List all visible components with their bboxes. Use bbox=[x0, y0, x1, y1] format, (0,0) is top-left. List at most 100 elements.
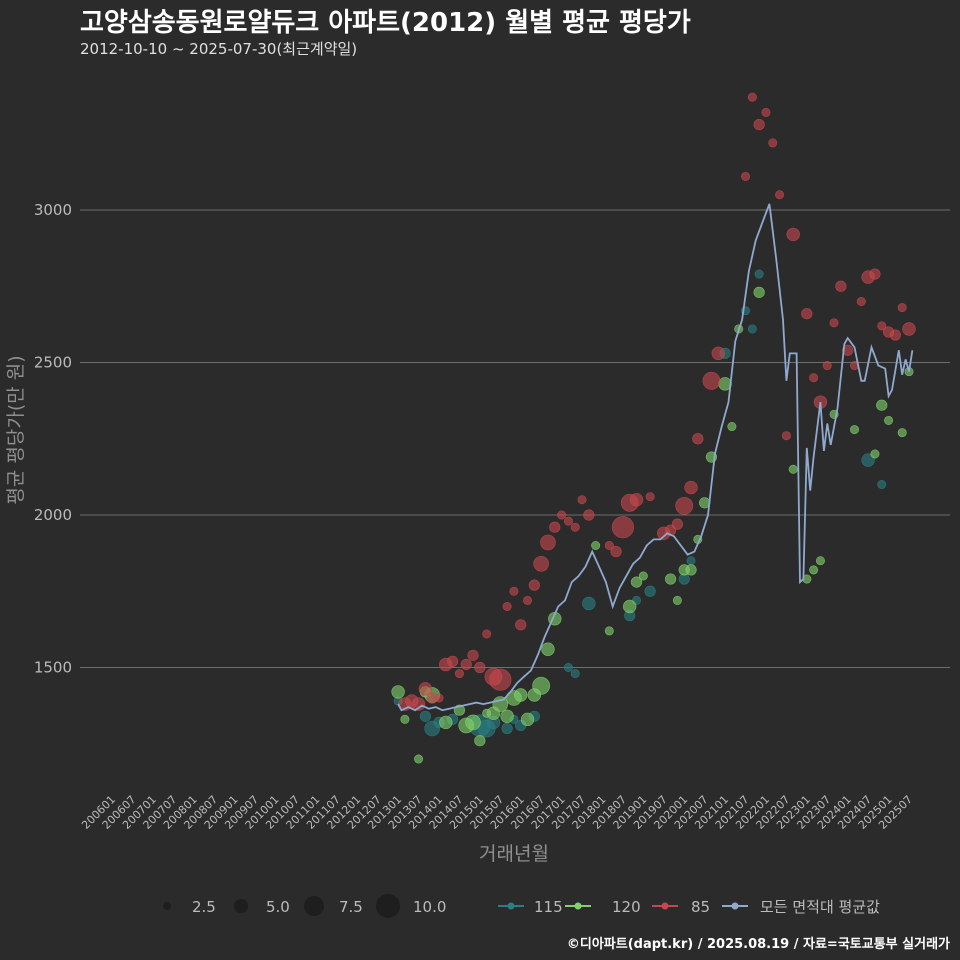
data-point-85 bbox=[869, 268, 881, 280]
data-point-115 bbox=[747, 324, 757, 334]
series-legend-marker bbox=[661, 902, 669, 910]
y-tick-label: 2000 bbox=[34, 506, 72, 524]
size-legend-marker bbox=[163, 902, 171, 910]
data-point-85 bbox=[809, 373, 819, 383]
data-point-85 bbox=[583, 509, 595, 521]
data-point-85 bbox=[711, 346, 725, 361]
data-point-115 bbox=[754, 269, 764, 279]
data-point-85 bbox=[768, 138, 778, 148]
x-axis-ticks: 2006012006072007012007072008012008072009… bbox=[79, 793, 915, 832]
data-point-120 bbox=[500, 709, 514, 723]
data-point-115 bbox=[570, 669, 580, 679]
data-point-120 bbox=[520, 712, 535, 727]
data-point-120 bbox=[638, 571, 648, 581]
data-point-115 bbox=[861, 453, 875, 467]
size-legend-label: 5.0 bbox=[266, 898, 290, 916]
data-point-85 bbox=[502, 601, 512, 611]
data-point-85 bbox=[842, 344, 854, 356]
data-point-85 bbox=[563, 516, 573, 526]
data-point-120 bbox=[727, 422, 737, 432]
data-point-120 bbox=[897, 428, 907, 438]
grid-layer bbox=[80, 209, 950, 668]
data-point-120 bbox=[630, 576, 643, 588]
data-point-85 bbox=[610, 545, 622, 558]
y-axis-title: 평균 평당가(만 원) bbox=[5, 355, 27, 504]
data-point-85 bbox=[533, 555, 549, 572]
data-point-115 bbox=[877, 479, 887, 489]
data-point-85 bbox=[509, 586, 519, 596]
data-point-85 bbox=[902, 322, 916, 336]
size-legend-marker bbox=[304, 896, 324, 916]
data-point-85 bbox=[467, 649, 479, 661]
data-point-85 bbox=[835, 280, 847, 292]
data-point-120 bbox=[753, 286, 765, 298]
data-point-85 bbox=[557, 510, 567, 520]
data-point-85 bbox=[675, 496, 694, 515]
y-tick-label: 1500 bbox=[34, 659, 72, 677]
data-point-120 bbox=[514, 688, 528, 702]
chart-subtitle: 2012-10-10 ~ 2025-07-30(최근계약일) bbox=[80, 40, 358, 58]
data-point-85 bbox=[540, 534, 556, 551]
data-point-85 bbox=[489, 668, 512, 691]
data-point-85 bbox=[897, 303, 907, 313]
size-legend-marker bbox=[234, 899, 248, 913]
y-tick-label: 3000 bbox=[34, 201, 72, 219]
data-point-115 bbox=[563, 662, 573, 672]
data-point-85 bbox=[418, 682, 433, 696]
data-point-85 bbox=[761, 107, 771, 117]
y-tick-label: 2500 bbox=[34, 354, 72, 372]
size-legend-label: 7.5 bbox=[339, 898, 363, 916]
series-legend-label: 120 bbox=[612, 898, 641, 916]
data-point-85 bbox=[741, 171, 751, 181]
data-point-85 bbox=[645, 492, 655, 502]
data-point-120 bbox=[591, 540, 601, 550]
data-point-115 bbox=[686, 556, 696, 566]
data-point-85 bbox=[671, 518, 683, 530]
data-point-85 bbox=[611, 516, 634, 539]
data-point-120 bbox=[664, 573, 677, 585]
data-point-85 bbox=[570, 522, 580, 532]
data-point-120 bbox=[672, 595, 682, 605]
data-point-85 bbox=[747, 92, 757, 102]
data-point-85 bbox=[549, 521, 561, 533]
data-point-120 bbox=[685, 564, 697, 576]
data-point-120 bbox=[541, 642, 555, 656]
y-axis-ticks: 1500 2000 2500 3000 bbox=[34, 201, 72, 677]
data-point-85 bbox=[454, 669, 464, 679]
data-point-120 bbox=[623, 599, 637, 614]
data-point-85 bbox=[753, 118, 765, 131]
data-point-85 bbox=[474, 661, 486, 674]
series-legend-marker bbox=[731, 902, 739, 910]
data-point-85 bbox=[856, 296, 866, 306]
x-axis-title: 거래년월 bbox=[479, 843, 549, 865]
data-point-85 bbox=[786, 227, 800, 242]
series-legend-label: 모든 면적대 평균값 bbox=[760, 898, 880, 916]
data-point-120 bbox=[850, 425, 860, 435]
data-point-120 bbox=[465, 714, 481, 731]
data-point-85 bbox=[515, 619, 527, 631]
data-point-85 bbox=[702, 371, 721, 390]
data-point-85 bbox=[801, 308, 813, 320]
data-point-120 bbox=[815, 556, 825, 566]
data-point-85 bbox=[822, 361, 832, 371]
data-point-120 bbox=[884, 415, 894, 425]
data-point-85 bbox=[781, 431, 791, 441]
data-point-120 bbox=[439, 715, 453, 730]
series-legend-marker bbox=[507, 902, 515, 910]
data-point-120 bbox=[809, 565, 819, 575]
data-point-120 bbox=[876, 399, 888, 411]
data-point-120 bbox=[788, 464, 798, 474]
data-point-85 bbox=[577, 495, 587, 505]
data-point-85 bbox=[434, 693, 444, 703]
data-point-85 bbox=[889, 329, 901, 341]
data-point-120 bbox=[532, 676, 551, 695]
data-point-120 bbox=[400, 714, 410, 724]
data-point-85 bbox=[629, 493, 644, 507]
data-point-85 bbox=[829, 318, 839, 328]
data-point-115 bbox=[582, 596, 596, 611]
average-line bbox=[397, 203, 914, 712]
data-point-85 bbox=[692, 433, 704, 445]
data-points bbox=[391, 92, 916, 764]
source-credit: ©디아파트(dapt.kr) / 2025.08.19 / 자료=국토교통부 실… bbox=[566, 937, 950, 952]
